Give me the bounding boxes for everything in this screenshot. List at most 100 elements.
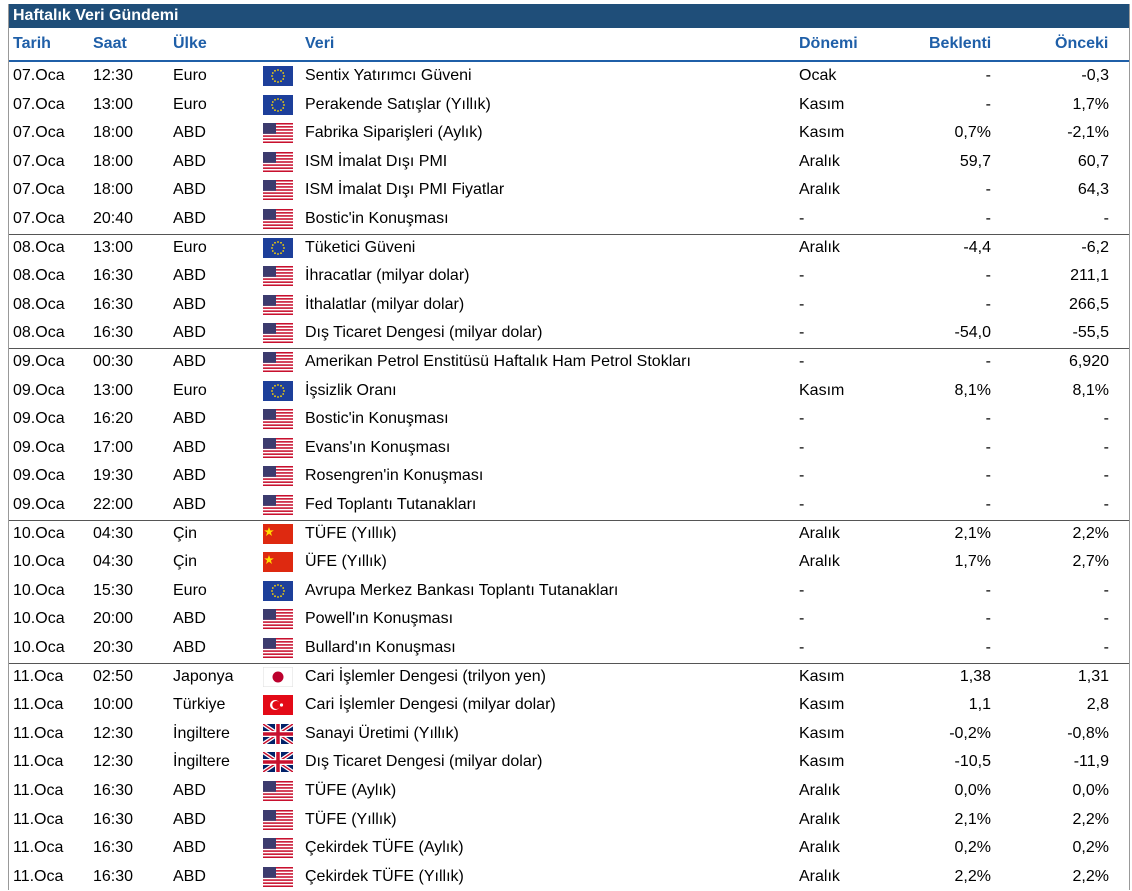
cell: 0,2% <box>1072 839 1109 857</box>
cell: - <box>1103 467 1109 485</box>
column-header: Ülke <box>173 35 207 52</box>
cell: ABD <box>173 181 206 199</box>
cell: - <box>799 267 805 285</box>
cell: 10:00 <box>93 696 134 714</box>
cell: - <box>1103 410 1109 428</box>
cell: 17:00 <box>93 438 134 456</box>
cell: ABD <box>173 324 206 342</box>
cell: 11.Oca <box>13 782 64 799</box>
cell: - <box>985 496 991 513</box>
cell: - <box>985 353 991 370</box>
cell: Bullard'ın Konuşması <box>305 639 456 656</box>
cell: - <box>799 210 805 227</box>
cell: Amerikan Petrol Enstitüsü Haftalık Ham P… <box>305 353 691 370</box>
cell: Kasım <box>799 696 845 714</box>
cell: Euro <box>173 238 207 256</box>
cell: 09.Oca <box>13 410 65 428</box>
cell: 2,8 <box>1086 696 1109 714</box>
cell: 11.Oca <box>13 753 64 771</box>
cell: 16:30 <box>93 295 134 313</box>
cell: Ocak <box>799 67 837 84</box>
cell: 04:30 <box>93 524 134 542</box>
cell: 10.Oca <box>13 639 65 656</box>
cell: 20:30 <box>93 639 134 656</box>
cell: 2,7% <box>1072 553 1109 571</box>
cell: TÜFE (Aylık) <box>305 782 397 799</box>
cell: 16:20 <box>93 410 134 428</box>
cell: Aralık <box>799 181 840 199</box>
cell: 18:00 <box>93 124 134 142</box>
cell: ABD <box>173 639 206 656</box>
flag-icon <box>263 523 293 544</box>
cell: -6,2 <box>1081 238 1109 256</box>
flag-icon <box>263 466 293 487</box>
cell: -54,0 <box>954 324 991 342</box>
flag-icon <box>263 552 293 573</box>
cell: 10.Oca <box>13 581 65 599</box>
cell: Türkiye <box>173 696 226 714</box>
cell: Sentix Yatırımcı Güveni <box>305 67 472 84</box>
group-rule <box>9 233 1129 235</box>
column-header: Dönemi <box>799 35 858 52</box>
cell: ABD <box>173 467 206 485</box>
cell: -2,1% <box>1067 124 1109 142</box>
cell: 2,2% <box>1072 810 1109 828</box>
cell: Aralık <box>799 782 840 799</box>
cell: TÜFE (Yıllık) <box>305 810 397 828</box>
column-header: Saat <box>93 35 127 52</box>
cell: - <box>1103 438 1109 456</box>
cell: Kasım <box>799 724 845 742</box>
cell: 08.Oca <box>13 267 65 285</box>
flag-icon <box>263 266 293 287</box>
cell: 11.Oca <box>13 724 64 742</box>
table-title: Haftalık Veri Gündemi <box>9 4 1129 28</box>
cell: ISM İmalat Dışı PMI Fiyatlar <box>305 181 505 199</box>
cell: - <box>799 410 805 428</box>
cell: 08.Oca <box>13 295 65 313</box>
flag-icon <box>263 94 293 115</box>
cell: Aralık <box>799 867 840 885</box>
column-header: Önceki <box>1055 35 1109 52</box>
cell: Euro <box>173 67 207 84</box>
cell: Avrupa Merkez Bankası Toplantı Tutanakla… <box>305 581 619 599</box>
cell: 0,7% <box>954 124 991 142</box>
column-header: Veri <box>305 35 335 52</box>
cell: -0,3 <box>1081 67 1109 84</box>
cell: Cari İşlemler Dengesi (trilyon yen) <box>305 667 546 685</box>
cell: - <box>985 639 991 656</box>
cell: 19:30 <box>93 467 134 485</box>
cell: ABD <box>173 353 206 370</box>
cell: 09.Oca <box>13 353 65 370</box>
cell: - <box>985 467 991 485</box>
flag-icon <box>263 209 293 229</box>
cell: İhracatlar (milyar dolar) <box>305 267 470 285</box>
cell: -10,5 <box>954 753 991 771</box>
cell: 16:30 <box>93 867 134 885</box>
cell: - <box>1103 496 1109 513</box>
cell: Çin <box>173 524 198 542</box>
cell: 59,7 <box>959 152 991 170</box>
cell: 16:30 <box>93 324 134 342</box>
cell: - <box>799 467 805 485</box>
cell: 2,1% <box>954 810 991 828</box>
cell: Dış Ticaret Dengesi (milyar dolar) <box>305 324 543 342</box>
cell: ABD <box>173 124 206 142</box>
flag-icon <box>263 323 293 344</box>
cell: Perakende Satışlar (Yıllık) <box>305 95 491 113</box>
cell: 09.Oca <box>13 496 65 513</box>
cell: 16:30 <box>93 782 134 799</box>
cell: Kasım <box>799 667 845 685</box>
cell: ÜFE (Yıllık) <box>305 553 387 571</box>
cell: -55,5 <box>1072 324 1109 342</box>
cell: Fed Toplantı Tutanakları <box>305 496 477 513</box>
cell: - <box>985 67 991 84</box>
header-rule <box>9 60 1129 62</box>
flag-icon <box>263 495 293 515</box>
cell: 6,920 <box>1068 353 1109 370</box>
cell: 13:00 <box>93 381 134 399</box>
cell: 09.Oca <box>13 381 65 399</box>
cell: 07.Oca <box>13 152 65 170</box>
cell: - <box>985 410 991 428</box>
flag-icon <box>263 723 293 744</box>
flag-icon <box>263 409 293 430</box>
